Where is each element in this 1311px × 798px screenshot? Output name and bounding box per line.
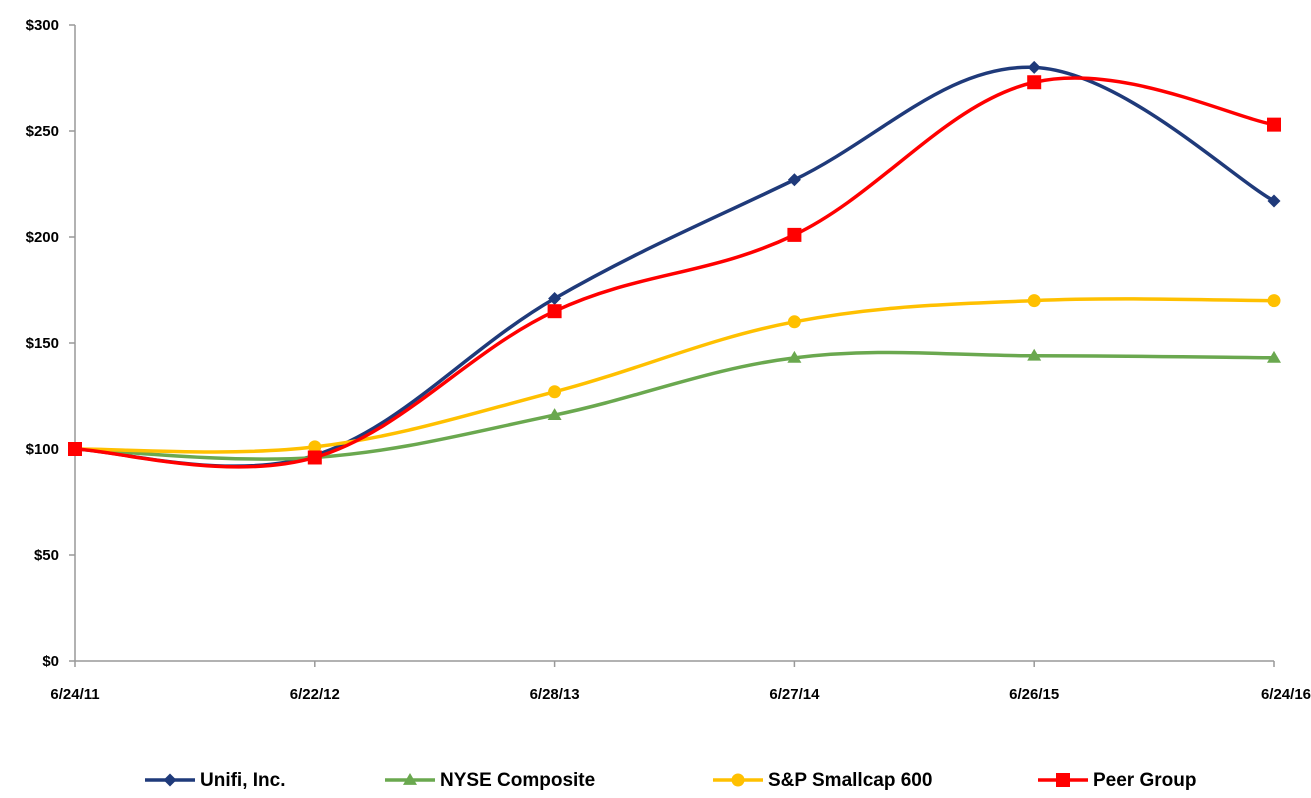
data-point xyxy=(1027,75,1042,90)
y-tick-label: $250 xyxy=(26,123,59,140)
data-point xyxy=(1027,348,1042,361)
series-line xyxy=(73,76,1276,469)
data-point xyxy=(547,304,562,319)
legend-label: Peer Group xyxy=(1093,770,1196,791)
data-point xyxy=(68,442,82,456)
legend-item: Peer Group xyxy=(1038,770,1196,791)
legend-swatch-marker xyxy=(403,773,417,785)
data-point xyxy=(787,315,801,329)
chart-axes xyxy=(74,25,1274,662)
series-1 xyxy=(68,348,1281,463)
data-point xyxy=(307,450,322,465)
x-tick-label: 6/26/15 xyxy=(1009,686,1059,703)
y-tick-label: $0 xyxy=(42,653,59,670)
y-tick-label: $150 xyxy=(26,335,59,352)
legend-item: S&P Smallcap 600 xyxy=(713,770,932,791)
y-tick-label: $300 xyxy=(26,17,59,34)
x-tick-label: 6/24/11 xyxy=(50,686,99,703)
legend-swatch-marker xyxy=(731,773,745,787)
x-tick-label: 6/27/14 xyxy=(769,686,820,703)
data-point xyxy=(547,408,562,420)
y-tick-label: $100 xyxy=(26,441,59,458)
data-point xyxy=(1027,60,1041,74)
y-tick-label: $50 xyxy=(34,547,59,564)
series-2 xyxy=(68,294,1281,456)
series-line xyxy=(73,65,1276,468)
data-point xyxy=(787,173,801,187)
data-point xyxy=(308,440,322,454)
legend-swatch-marker xyxy=(163,773,177,787)
data-point xyxy=(1267,350,1281,363)
series-0 xyxy=(68,60,1281,468)
x-tick-label: 6/24/16 xyxy=(1261,686,1311,703)
legend-swatch-marker xyxy=(1056,773,1070,787)
series-line xyxy=(73,350,1276,461)
legend: Unifi, Inc. NYSE Composite S&P Smallcap 60… xyxy=(145,770,1196,791)
data-point xyxy=(787,350,802,363)
legend-label: NYSE Composite xyxy=(440,770,595,791)
y-tick-label: $200 xyxy=(26,229,59,246)
series-3 xyxy=(68,75,1281,469)
legend-item: Unifi, Inc. xyxy=(145,770,286,791)
series-group xyxy=(68,60,1281,469)
legend-item: NYSE Composite xyxy=(385,770,595,791)
data-point xyxy=(1267,194,1281,208)
x-tick-label: 6/28/13 xyxy=(530,686,580,703)
data-point xyxy=(1267,294,1281,308)
x-axis-ticks: 6/24/11 6/22/12 6/28/13 6/27/14 6/26/15 6/24/… xyxy=(50,661,1311,703)
legend-label: Unifi, Inc. xyxy=(200,770,286,791)
series-line xyxy=(73,297,1276,454)
data-point xyxy=(1267,117,1281,132)
data-point xyxy=(787,227,802,242)
data-point xyxy=(548,291,562,305)
y-axis-ticks: $0 $50 $100 $150 $200 $250 $300 xyxy=(26,17,75,670)
data-point xyxy=(548,385,562,399)
data-point xyxy=(1027,294,1041,308)
x-tick-label: 6/22/12 xyxy=(290,686,340,703)
legend-label: S&P Smallcap 600 xyxy=(768,770,932,791)
